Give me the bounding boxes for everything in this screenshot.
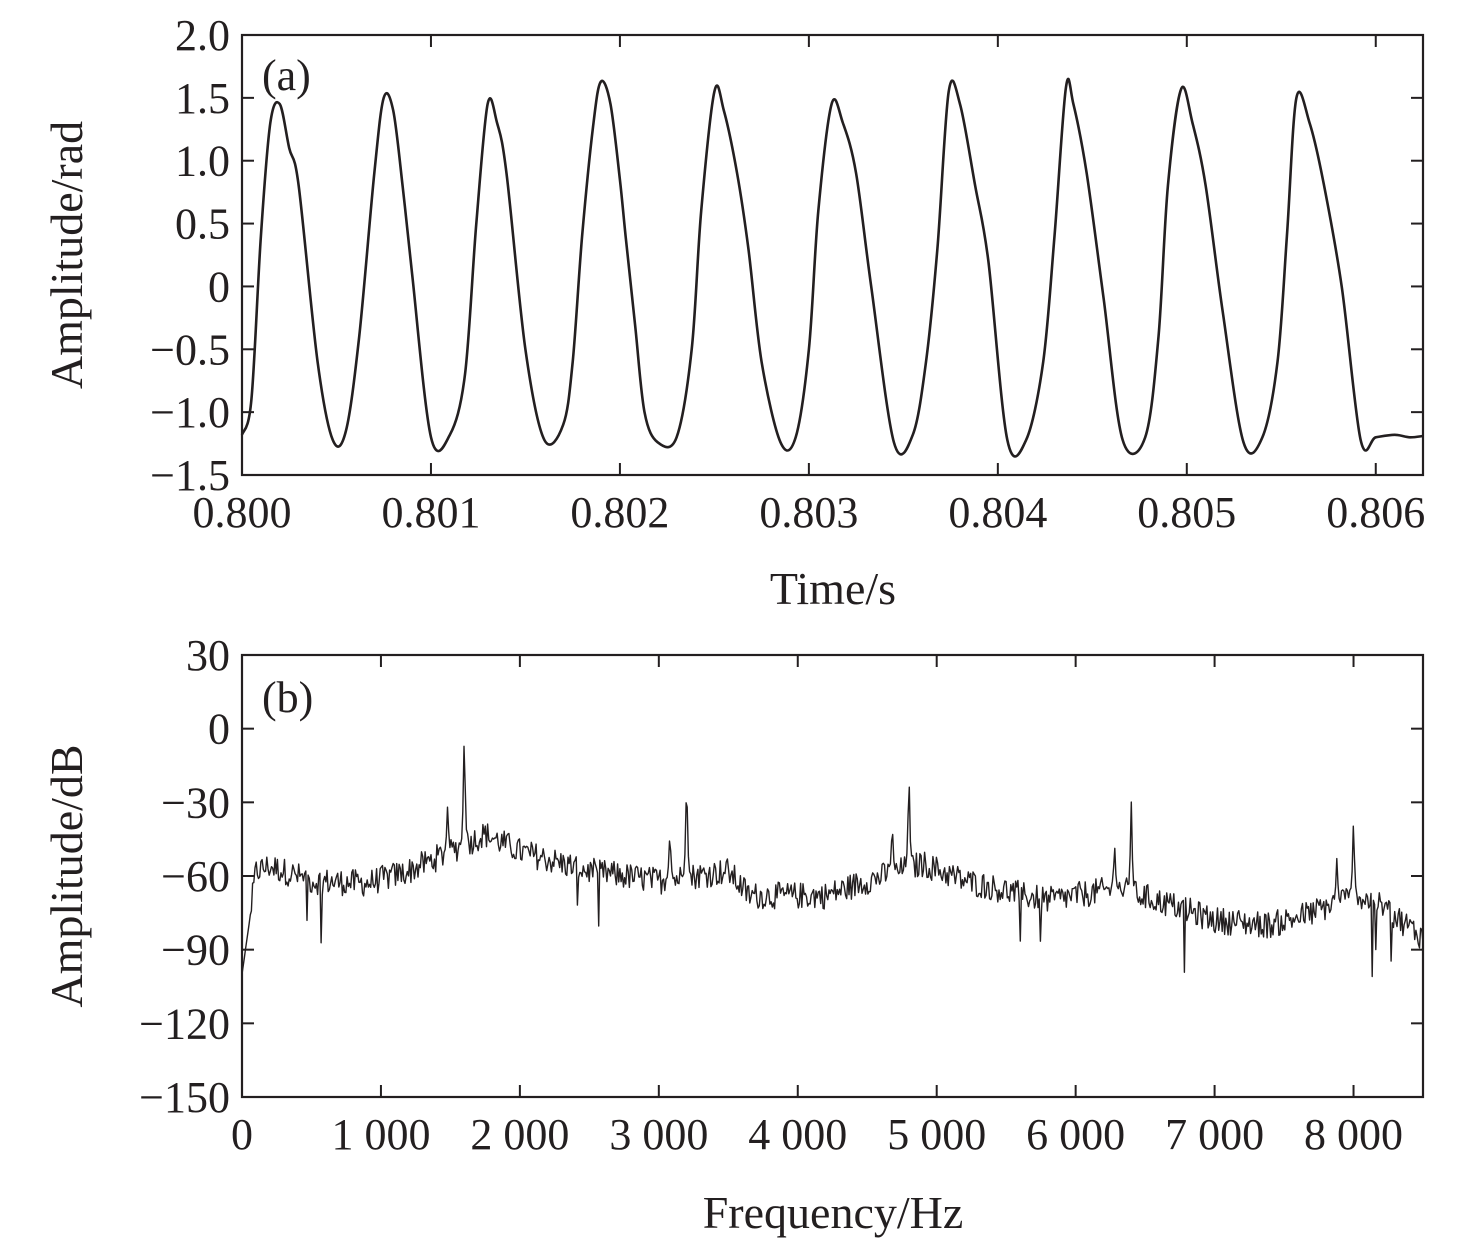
- panel-b-y-axis-label: Amplitude/dB: [41, 744, 92, 1007]
- x-tick-label: 1 000: [331, 1110, 430, 1159]
- y-tick-label: 2.0: [175, 11, 230, 60]
- x-tick-label: 7 000: [1165, 1110, 1264, 1159]
- panel-a-time-chart: 0.800 0.801 0.802 0.803 0.804 0.805 0.806 2.0 1…: [41, 11, 1425, 614]
- panel-a-x-axis-label: Time/s: [770, 563, 896, 614]
- x-tick-label: 0.801: [381, 488, 480, 537]
- x-tick-label: 0.800: [193, 488, 292, 537]
- panel-b-plot-frame: [240, 653, 1425, 1099]
- y-tick-label: 0.5: [175, 200, 230, 249]
- y-tick-label: −60: [161, 852, 230, 901]
- panel-a-y-axis-label: Amplitude/rad: [41, 121, 92, 389]
- waveform-line: [240, 77, 1424, 458]
- x-tick-label: 6 000: [1026, 1110, 1125, 1159]
- x-tick-label: 0: [231, 1110, 253, 1159]
- panel-a-plot-frame: [240, 33, 1425, 477]
- panel-b-frequency-chart: 0 1 000 2 000 3 000 4 000 5 000 6 000 7 000 8 00…: [41, 631, 1425, 1238]
- x-tick-label: 4 000: [748, 1110, 847, 1159]
- y-tick-label: 0: [208, 262, 230, 311]
- panel-b-y-tick-labels: 30 0 −30 −60 −90 −120 −150: [139, 631, 230, 1122]
- x-tick-label: 0.805: [1137, 488, 1236, 537]
- spectrum-line: [241, 745, 1424, 978]
- y-tick-label: −90: [161, 926, 230, 975]
- panel-b-ticks: [241, 654, 1423, 1098]
- x-tick-label: 0.806: [1326, 488, 1425, 537]
- panel-b-trace-layer: [241, 745, 1424, 978]
- y-tick-label: −1.5: [150, 451, 230, 500]
- y-tick-label: −30: [161, 778, 230, 827]
- y-tick-label: −120: [139, 999, 230, 1048]
- y-tick-label: 30: [186, 631, 230, 680]
- panel-b-label: (b): [262, 673, 313, 722]
- panel-a-x-tick-labels: 0.800 0.801 0.802 0.803 0.804 0.805 0.806: [193, 488, 1426, 537]
- y-tick-label: −150: [139, 1073, 230, 1122]
- x-tick-label: 8 000: [1304, 1110, 1403, 1159]
- x-tick-label: 3 000: [609, 1110, 708, 1159]
- panel-a-trace-layer: [240, 77, 1424, 458]
- panel-a-y-tick-labels: 2.0 1.5 1.0 0.5 0 −0.5 −1.0 −1.5: [150, 11, 230, 500]
- x-tick-label: 0.804: [948, 488, 1047, 537]
- panel-b-x-tick-labels: 0 1 000 2 000 3 000 4 000 5 000 6 000 7 000 8 00…: [231, 1110, 1403, 1159]
- x-tick-label: 0.803: [759, 488, 858, 537]
- panel-a-ticks: [241, 34, 1423, 476]
- y-tick-label: 1.5: [175, 74, 230, 123]
- y-tick-label: −0.5: [150, 325, 230, 374]
- y-tick-label: 0: [208, 705, 230, 754]
- x-tick-label: 0.802: [570, 488, 669, 537]
- y-tick-label: 1.0: [175, 137, 230, 186]
- x-tick-label: 5 000: [887, 1110, 986, 1159]
- y-tick-label: −1.0: [150, 388, 230, 437]
- x-tick-label: 2 000: [470, 1110, 569, 1159]
- panel-a-label: (a): [262, 51, 311, 100]
- panel-b-x-axis-label: Frequency/Hz: [703, 1187, 964, 1238]
